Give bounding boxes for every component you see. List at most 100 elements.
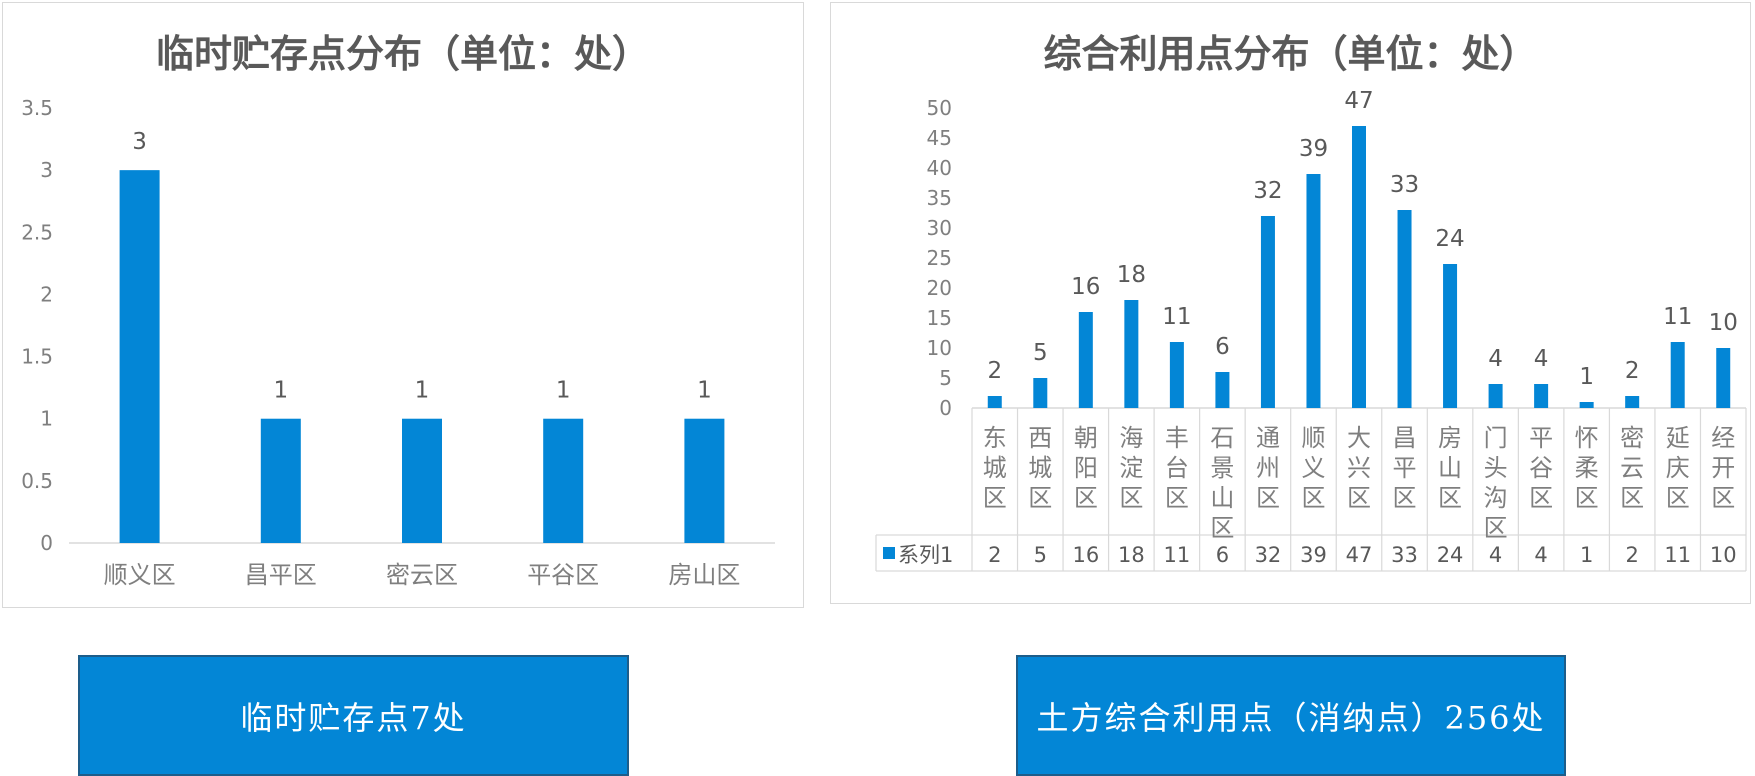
data-label: 5 [1033, 340, 1048, 366]
data-label: 39 [1299, 136, 1328, 162]
bar [1488, 384, 1503, 408]
table-value: 33 [1391, 543, 1418, 567]
bar [1443, 264, 1458, 408]
x-category-label: 房山区 [1438, 424, 1462, 512]
right-chart-svg: 051015202530354045502东城区25西城区516朝阳区1618海… [875, 88, 1747, 572]
data-label: 3 [132, 129, 147, 155]
bar [1625, 396, 1640, 408]
legend-swatch [883, 547, 895, 559]
bar [260, 418, 301, 543]
left-chart-title: 临时贮存点分布（单位：处） [155, 32, 650, 76]
x-category-label: 通州区 [1256, 424, 1280, 512]
x-category-label: 密云区 [1620, 424, 1644, 512]
bar [1169, 342, 1184, 408]
x-category-label: 密云区 [386, 561, 458, 589]
data-label: 16 [1071, 274, 1100, 300]
bar [1033, 378, 1048, 408]
x-category-label: 平谷区 [1529, 424, 1553, 512]
data-label: 1 [697, 378, 712, 404]
bar [987, 396, 1002, 408]
right-chart-panel: 综合利用点分布（单位：处） 0 5 10 15 20 25 30 35 40 45 50 2 东城区 2 5… [830, 2, 1751, 604]
y-tick-label: 5 [939, 366, 952, 390]
table-value: 39 [1300, 543, 1327, 567]
y-tick-label: 3.5 [21, 96, 53, 120]
x-category-label: 丰台区 [1165, 424, 1189, 512]
left-chart-panel: 临时贮存点分布（单位：处） 0 0.5 1 1.5 2 2.5 3 3.5 3 顺义区 1 昌平区 1 密… [2, 2, 804, 608]
x-category-label: 房山区 [668, 561, 740, 589]
y-tick-label: 20 [927, 276, 952, 300]
table-value: 18 [1118, 543, 1145, 567]
data-label: 18 [1117, 262, 1146, 288]
table-value: 10 [1710, 543, 1737, 567]
bar [1124, 300, 1139, 408]
x-category-label: 东城区 [983, 424, 1007, 512]
table-value: 1 [1580, 543, 1593, 567]
bar [119, 170, 160, 543]
bar [684, 418, 725, 543]
bar [1352, 126, 1366, 408]
data-label: 11 [1162, 304, 1191, 330]
data-label: 2 [987, 358, 1002, 384]
bar [402, 418, 442, 543]
y-tick-label: 2 [40, 282, 53, 306]
data-label: 1 [556, 378, 571, 404]
bar [1260, 216, 1275, 408]
data-label: 1 [273, 378, 288, 404]
bar [1670, 342, 1685, 408]
table-value: 4 [1489, 543, 1502, 567]
y-tick-label: 45 [927, 126, 952, 150]
left-chart-svg: 0 0.5 1 1.5 2 2.5 3 3.5 3 顺义区 1 昌平区 1 密云区 1 平谷区 1 房山区 [21, 96, 775, 589]
table-value: 2 [988, 543, 1001, 567]
right-chart-title: 综合利用点分布（单位：处） [1043, 32, 1538, 76]
y-tick-label: 35 [927, 186, 952, 210]
x-category-label: 大兴区 [1347, 424, 1371, 512]
y-tick-label: 1 [40, 407, 53, 431]
table-value: 32 [1255, 543, 1282, 567]
legend-series-name: 系列1 [898, 543, 953, 567]
bar [1579, 402, 1594, 408]
x-category-label: 门头沟区 [1484, 424, 1508, 542]
bar [1534, 384, 1549, 408]
y-tick-label: 10 [927, 336, 952, 360]
data-label: 11 [1663, 304, 1692, 330]
temporary-storage-summary-box: 临时贮存点7处 [78, 655, 629, 776]
y-tick-label: 3 [40, 158, 53, 182]
bar [1306, 174, 1321, 408]
y-tick-label: 50 [927, 96, 952, 120]
x-category-label: 昌平区 [1393, 424, 1417, 512]
y-tick-label: 1.5 [21, 345, 53, 369]
bar [543, 418, 584, 543]
bar [1397, 210, 1412, 408]
table-value: 24 [1437, 543, 1464, 567]
table-value: 16 [1072, 543, 1099, 567]
data-label: 24 [1435, 226, 1464, 252]
data-label: 6 [1215, 334, 1230, 360]
table-value: 11 [1164, 543, 1191, 567]
data-label: 32 [1253, 178, 1282, 204]
data-label: 1 [1579, 364, 1594, 390]
x-category-label: 怀柔区 [1575, 424, 1599, 512]
bar [1078, 312, 1093, 408]
x-category-label: 顺义区 [1301, 424, 1325, 512]
table-value: 5 [1034, 543, 1047, 567]
x-category-label: 昌平区 [245, 561, 317, 589]
table-value: 11 [1664, 543, 1691, 567]
y-tick-label: 0 [939, 396, 952, 420]
bar [1215, 372, 1230, 408]
data-label: 1 [415, 378, 430, 404]
data-label: 2 [1625, 358, 1640, 384]
y-tick-label: 0.5 [21, 469, 53, 493]
y-tick-label: 40 [927, 156, 952, 180]
table-value: 47 [1346, 543, 1373, 567]
table-value: 6 [1216, 543, 1229, 567]
table-value: 2 [1625, 543, 1638, 567]
x-category-label: 平谷区 [527, 561, 599, 589]
y-tick-label: 2.5 [21, 220, 53, 244]
bar [1716, 348, 1731, 408]
data-label: 4 [1534, 346, 1549, 372]
x-category-label: 朝阳区 [1074, 424, 1098, 512]
x-category-label: 顺义区 [104, 561, 176, 589]
table-value: 4 [1534, 543, 1547, 567]
x-category-label: 经开区 [1711, 424, 1735, 512]
x-category-label: 石景山区 [1210, 424, 1234, 542]
